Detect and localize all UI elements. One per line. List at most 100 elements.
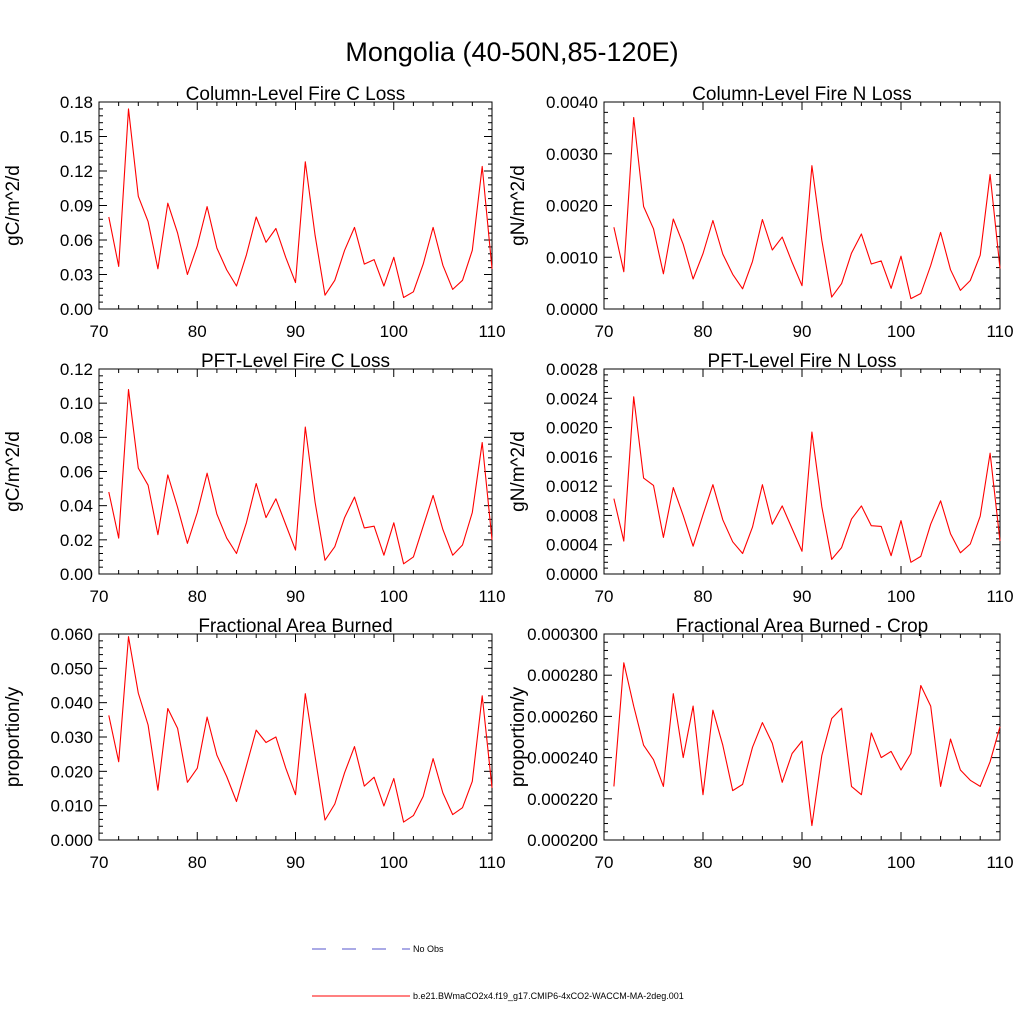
y-tick-label: 0.000200 <box>527 831 598 850</box>
x-tick-label: 100 <box>887 587 915 606</box>
series-line <box>108 636 493 823</box>
y-tick-label: 0.050 <box>50 659 93 678</box>
plot-frame <box>603 368 1001 575</box>
x-tick-label: 70 <box>90 853 109 872</box>
y-axis-label: gC/m^2/d <box>3 165 24 246</box>
y-tick-label: 0.04 <box>60 497 93 516</box>
x-tick-label: 70 <box>90 322 109 341</box>
series-line <box>108 108 493 299</box>
y-tick-label: 0.060 <box>50 625 93 644</box>
x-tick-label: 90 <box>793 587 812 606</box>
y-tick-label: 0.10 <box>60 394 93 413</box>
y-tick-label: 0.06 <box>60 231 93 250</box>
panel-title: PFT-Level Fire C Loss <box>201 351 390 372</box>
panel-title: Column-Level Fire C Loss <box>186 84 406 105</box>
plot-frame <box>98 633 493 841</box>
y-tick-label: 0.010 <box>50 797 93 816</box>
panel-1: 70 80 90 100 110 0.00 0.03 0.06 0.09 0.12 0.15 0.18… <box>3 84 506 341</box>
x-tick-label: 110 <box>986 322 1013 341</box>
x-tick-label: 80 <box>188 853 207 872</box>
y-tick-label: 0.0000 <box>546 300 598 319</box>
panel-title: PFT-Level Fire N Loss <box>708 351 897 372</box>
y-tick-label: 0.0020 <box>546 419 598 438</box>
x-tick-label: 70 <box>595 587 614 606</box>
x-tick-label: 110 <box>986 587 1013 606</box>
legend-no-obs-label: No Obs <box>413 944 444 954</box>
panel-title: Fractional Area Burned <box>198 616 392 637</box>
y-tick-label: 0.030 <box>50 728 93 747</box>
y-tick-label: 0.12 <box>60 360 93 379</box>
x-tick-label: 100 <box>380 587 408 606</box>
y-axis-label: gC/m^2/d <box>3 431 24 512</box>
y-tick-label: 0.0030 <box>546 145 598 164</box>
y-tick-label: 0.000220 <box>527 790 598 809</box>
legend: No Obs b.e21.BWmaCO2x4.f19_g17.CMIP6-4xC… <box>312 944 684 1001</box>
x-tick-label: 90 <box>793 322 812 341</box>
y-tick-label: 0.0012 <box>546 477 598 496</box>
y-tick-label: 0.0016 <box>546 448 598 467</box>
x-tick-label: 80 <box>694 322 713 341</box>
x-tick-label: 110 <box>478 587 505 606</box>
panels: 70 80 90 100 110 0.00 0.03 0.06 0.09 0.12 0.15 0.18… <box>3 84 1014 872</box>
y-tick-label: 0.0010 <box>546 248 598 267</box>
panel-title: Fractional Area Burned - Crop <box>676 616 928 637</box>
x-tick-label: 80 <box>188 322 207 341</box>
y-tick-label: 0.000 <box>50 831 93 850</box>
y-tick-label: 0.00 <box>60 565 93 584</box>
figure-title: Mongolia (40-50N,85-120E) <box>345 37 678 67</box>
y-tick-label: 0.0028 <box>546 360 598 379</box>
y-axis-label: gN/m^2/d <box>508 165 529 246</box>
y-tick-label: 0.18 <box>60 93 93 112</box>
x-tick-label: 80 <box>188 587 207 606</box>
series-line <box>108 388 493 565</box>
y-tick-label: 0.12 <box>60 162 93 181</box>
y-tick-label: 0.06 <box>60 463 93 482</box>
y-tick-label: 0.0024 <box>546 389 598 408</box>
y-tick-label: 0.0008 <box>546 506 598 525</box>
y-tick-label: 0.000260 <box>527 707 598 726</box>
x-tick-label: 110 <box>986 853 1013 872</box>
y-tick-label: 0.03 <box>60 266 93 285</box>
x-tick-label: 80 <box>694 587 713 606</box>
y-tick-label: 0.00 <box>60 300 93 319</box>
y-tick-label: 0.09 <box>60 197 93 216</box>
y-tick-label: 0.000240 <box>527 749 598 768</box>
x-tick-label: 110 <box>478 853 505 872</box>
y-tick-label: 0.040 <box>50 694 93 713</box>
y-tick-label: 0.0000 <box>546 565 598 584</box>
series-line <box>613 116 1001 300</box>
x-tick-label: 80 <box>694 853 713 872</box>
x-tick-label: 110 <box>478 322 505 341</box>
x-tick-label: 100 <box>380 322 408 341</box>
x-tick-label: 90 <box>286 853 305 872</box>
panel-4: 70 80 90 100 110 0.0000 0.0004 0.0008 0.0012 0.00… <box>508 351 1014 606</box>
plot-frame <box>603 101 1001 310</box>
y-axis-label: proportion/y <box>508 686 529 787</box>
panel-2: 70 80 90 100 110 0.0000 0.0010 0.0020 0.0030 0.00… <box>508 84 1014 341</box>
x-tick-label: 100 <box>887 853 915 872</box>
x-tick-label: 70 <box>595 853 614 872</box>
legend-model-label: b.e21.BWmaCO2x4.f19_g17.CMIP6-4xCO2-WACC… <box>413 991 684 1001</box>
panel-title: Column-Level Fire N Loss <box>692 84 912 105</box>
panel-3: 70 80 90 100 110 0.00 0.02 0.04 0.06 0.08 0.10 0.12… <box>3 351 506 606</box>
plot-frame <box>603 633 1001 841</box>
x-tick-label: 70 <box>595 322 614 341</box>
y-tick-label: 0.000280 <box>527 666 598 685</box>
y-tick-label: 0.020 <box>50 762 93 781</box>
x-tick-label: 90 <box>286 587 305 606</box>
x-tick-label: 90 <box>286 322 305 341</box>
x-tick-label: 100 <box>380 853 408 872</box>
panel-6: 70 80 90 100 110 0.000200 0.000220 0.000240 0.00… <box>508 616 1014 872</box>
y-axis-label: proportion/y <box>3 686 24 787</box>
y-tick-label: 0.08 <box>60 428 93 447</box>
x-tick-label: 90 <box>793 853 812 872</box>
y-tick-label: 0.0020 <box>546 197 598 216</box>
x-tick-label: 100 <box>887 322 915 341</box>
panel-5: 70 80 90 100 110 0.000 0.010 0.020 0.030 0.040 0.0… <box>3 616 506 872</box>
y-tick-label: 0.0004 <box>546 536 598 555</box>
y-tick-label: 0.02 <box>60 531 93 550</box>
x-tick-label: 70 <box>90 587 109 606</box>
y-axis-label: gN/m^2/d <box>508 431 529 512</box>
y-tick-label: 0.000300 <box>527 625 598 644</box>
